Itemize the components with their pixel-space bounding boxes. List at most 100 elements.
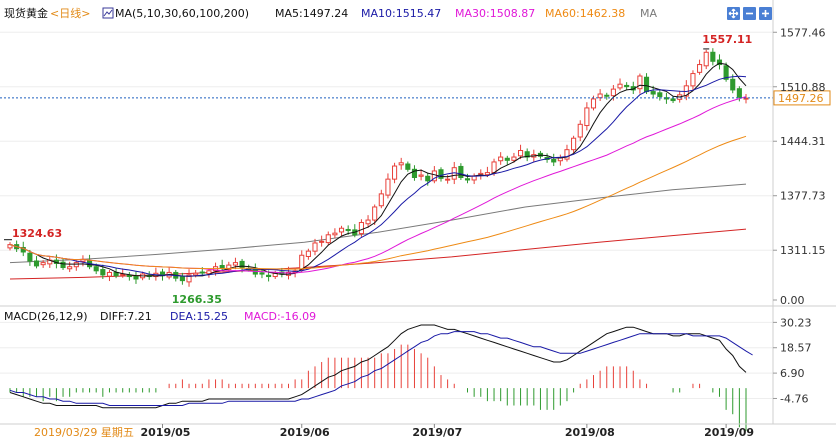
candle-body-84 [564,149,570,160]
ma-params: MA(5,10,30,60,100,200) [115,7,249,20]
price-tick-label-2: 1444.31 [780,135,826,148]
candle-body-74 [498,156,504,162]
candle-body-38 [259,272,265,275]
candle-body-47 [319,240,325,243]
ma10-value: MA10:1515.47 [361,7,441,20]
candle-body-14 [100,269,106,276]
ma-toggle-glyph [103,9,113,17]
candle-body-57 [385,178,391,196]
candle-body-75 [504,157,510,161]
candle-body-54 [365,219,371,225]
candle-body-104 [697,64,703,73]
main-header: 现货黄金 <日线> MA(5,10,30,60,100,200) MA5:149… [4,6,657,20]
candle-body-39 [266,274,272,278]
candle-body-18 [126,274,132,278]
candle-body-64 [431,170,437,182]
candle-body-91 [610,88,616,97]
candle-body-34 [232,262,238,266]
x-tick-label-4: 2019/09 [704,426,754,439]
candle-body-109 [730,78,736,91]
candle-body-76 [511,156,517,161]
candle-body-63 [425,175,431,182]
candle-body-5 [40,262,46,266]
candle-body-15 [106,271,113,277]
candle-body-28 [193,272,199,276]
price-axis: 1577.46 1510.88 1444.31 1377.73 1311.15 0.00 [773,26,826,307]
candle-body-10 [73,262,79,268]
candle-body-8 [60,261,66,269]
candle-body-45 [305,250,311,257]
overlay: 1497.26 1557.11 1266.35 1324.63 [0,33,831,306]
ma-more-value: MA [640,7,657,20]
candle-body-97 [650,91,656,95]
candle-body-60 [405,163,411,170]
candle-body-68 [458,165,464,179]
candle-body-26 [179,276,185,282]
candle-body-53 [358,222,364,235]
candle-body-58 [392,165,398,180]
x-tick-label-1: 2019/06 [280,426,330,439]
candle-body-72 [484,172,490,176]
zoom-in-icon[interactable] [759,7,772,20]
candle-body-69 [464,178,471,181]
candle-body-51 [345,228,351,231]
period-label[interactable]: <日线> [50,6,90,20]
candle-body-73 [491,161,497,174]
candle-body-96 [643,76,650,93]
candle-body-106 [710,51,716,62]
x-tick-label-3: 2019/08 [565,426,615,439]
macd-diff-value: DIFF:7.21 [100,310,152,323]
last-price-box [773,90,831,106]
candle-body-86 [577,123,583,138]
ma60-value: MA60:1462.38 [545,7,625,20]
ma5-value: MA5:1497.24 [275,7,348,20]
x-axis: 2019/05 2019/06 2019/07 2019/08 2019/09 [141,424,754,439]
price-tick-label-4: 1311.15 [780,244,826,257]
candle-body-110 [736,88,742,98]
instrument-title: 现货黄金 [4,6,48,20]
candle-body-27 [186,274,192,283]
move-icon[interactable] [727,7,740,20]
zoom-out-icon[interactable] [743,7,756,20]
candle-body-62 [418,174,424,177]
candle-body-89 [597,93,603,99]
macd-panel [9,324,753,431]
ma-line-10 [9,75,747,277]
macd-diff-line [9,324,747,409]
candle-body-82 [551,158,557,163]
moving-averages [9,62,747,277]
macd-tick-label-1: 18.57 [780,342,812,355]
candle-body-88 [590,98,597,109]
candle-body-4 [33,260,40,267]
candle-body-98 [657,92,663,97]
candle-body-46 [312,242,318,252]
candle-body-3 [27,252,33,262]
candle-body-9 [67,266,73,270]
high-label: 1557.11 [702,33,752,46]
candle-body-103 [690,73,696,87]
candle-body-50 [338,227,345,233]
cursor-date: 2019/03/29 星期五 [34,426,134,439]
candle-body-55 [372,206,378,221]
candle-body-90 [604,94,610,97]
candle-body-92 [617,83,623,89]
candle-body-59 [398,162,404,166]
ma-toggle-icon[interactable] [102,7,114,19]
candle-body-61 [411,168,418,179]
candle-body-95 [637,75,643,90]
x-tick-label-0: 2019/05 [141,426,191,439]
start-label: 1324.63 [12,227,62,240]
candle-body-66 [445,178,451,181]
low-label: 1266.35 [172,293,222,306]
ma30-value: MA30:1508.87 [455,7,535,20]
candle-body-48 [325,234,331,244]
ma-line-200 [9,228,747,280]
macd-hist-value: MACD:-16.09 [244,310,316,323]
macd-header: MACD(26,12,9) DIFF:7.21 DEA:15.25 MACD:-… [4,310,316,323]
candle-body-33 [226,264,232,271]
candle-body-93 [624,84,630,88]
price-tick-label-0: 1577.46 [780,26,826,39]
price-tick-label-3: 1377.73 [780,190,826,203]
